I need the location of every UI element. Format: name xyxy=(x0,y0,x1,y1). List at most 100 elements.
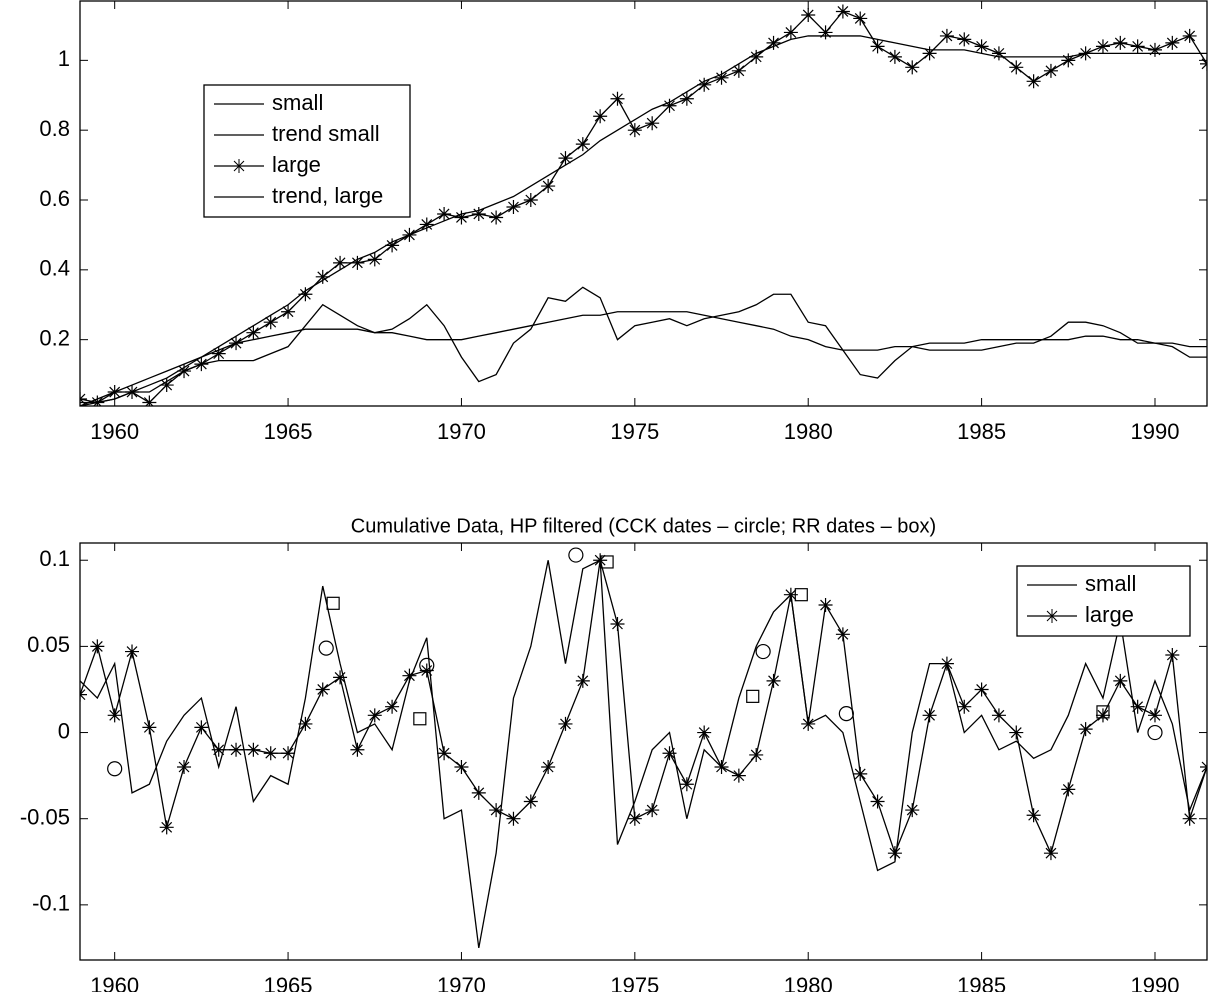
star-marker xyxy=(506,811,521,826)
star-marker xyxy=(177,760,192,775)
x-tick-label: 1990 xyxy=(1131,973,1180,992)
star-marker xyxy=(922,46,937,61)
star-marker xyxy=(558,151,573,166)
star-marker xyxy=(298,287,313,302)
star-marker xyxy=(80,687,87,702)
star-marker xyxy=(541,179,556,194)
plot-area xyxy=(80,547,1207,949)
star-marker xyxy=(974,39,989,54)
star-marker xyxy=(125,644,140,659)
star-marker xyxy=(1026,808,1041,823)
series-line xyxy=(80,35,1207,406)
y-tick-label: 1 xyxy=(58,46,70,71)
star-marker xyxy=(697,725,712,740)
star-marker xyxy=(1182,28,1197,43)
star-marker xyxy=(229,336,244,351)
star-marker xyxy=(766,35,781,50)
star-marker xyxy=(645,116,660,131)
star-marker xyxy=(489,210,504,225)
star-marker xyxy=(1113,35,1128,50)
star-marker xyxy=(1130,699,1145,714)
star-marker xyxy=(818,598,833,613)
star-marker xyxy=(523,193,538,208)
star-marker xyxy=(662,98,677,113)
y-tick-label: 0.8 xyxy=(39,116,70,141)
star-marker xyxy=(939,28,954,43)
star-marker xyxy=(593,109,608,124)
star-marker xyxy=(887,49,902,64)
star-marker xyxy=(1130,39,1145,54)
star-marker xyxy=(957,699,972,714)
star-marker xyxy=(437,206,452,221)
star-marker xyxy=(801,716,816,731)
star-marker xyxy=(905,803,920,818)
circle-marker xyxy=(1147,724,1163,741)
y-tick-label: 0.4 xyxy=(39,256,70,281)
star-marker xyxy=(835,627,850,642)
chart-title: Cumulative Data, HP filtered (CCK dates … xyxy=(351,515,936,537)
square-marker xyxy=(746,689,760,703)
star-marker xyxy=(489,803,504,818)
square-marker xyxy=(326,596,340,610)
star-marker xyxy=(991,708,1006,723)
star-marker xyxy=(870,39,885,54)
star-marker xyxy=(783,587,798,602)
star-marker xyxy=(575,137,590,152)
legend-marker xyxy=(1045,609,1059,623)
star-marker xyxy=(419,217,434,232)
star-marker xyxy=(1200,56,1207,71)
star-marker xyxy=(922,708,937,723)
star-marker xyxy=(142,720,157,735)
star-marker xyxy=(315,682,330,697)
star-marker xyxy=(1147,42,1162,57)
star-marker xyxy=(523,794,538,809)
star-marker xyxy=(263,315,278,330)
star-marker xyxy=(1061,782,1076,797)
legend-label: large xyxy=(272,152,321,177)
legend-label: trend small xyxy=(272,121,380,146)
star-marker xyxy=(471,206,486,221)
y-tick-label: 0.05 xyxy=(27,632,70,657)
x-tick-label: 1970 xyxy=(437,973,486,992)
star-marker xyxy=(593,553,608,568)
star-marker xyxy=(662,746,677,761)
star-marker xyxy=(905,60,920,75)
star-marker xyxy=(211,346,226,361)
star-marker xyxy=(211,742,226,757)
star-marker xyxy=(835,4,850,19)
x-tick-label: 1965 xyxy=(264,419,313,444)
star-marker xyxy=(80,392,87,406)
star-marker xyxy=(281,746,296,761)
star-marker xyxy=(957,32,972,47)
star-marker xyxy=(367,708,382,723)
star-marker xyxy=(627,123,642,138)
y-tick-label: -0.1 xyxy=(32,891,70,916)
series-line xyxy=(80,311,1207,406)
legend-label: large xyxy=(1085,602,1134,627)
star-marker xyxy=(714,70,729,85)
star-marker xyxy=(437,746,452,761)
star-marker xyxy=(1200,760,1207,775)
star-marker xyxy=(471,785,486,800)
y-tick-label: -0.05 xyxy=(20,805,70,830)
star-marker xyxy=(818,25,833,40)
star-marker xyxy=(350,255,365,270)
star-marker xyxy=(1009,60,1024,75)
circle-marker xyxy=(318,640,334,656)
x-tick-label: 1990 xyxy=(1131,419,1180,444)
star-marker xyxy=(939,656,954,671)
star-marker xyxy=(107,708,122,723)
x-tick-label: 1985 xyxy=(957,973,1006,992)
star-marker xyxy=(731,63,746,78)
star-marker xyxy=(1113,673,1128,688)
circle-marker xyxy=(568,547,584,563)
star-marker xyxy=(350,742,365,757)
star-marker xyxy=(333,670,348,685)
star-marker xyxy=(974,682,989,697)
y-tick-label: 0.2 xyxy=(39,325,70,350)
axes-frame xyxy=(79,542,1208,961)
star-marker xyxy=(714,760,729,775)
y-tick-label: 0.6 xyxy=(39,186,70,211)
legend-marker xyxy=(232,159,246,173)
